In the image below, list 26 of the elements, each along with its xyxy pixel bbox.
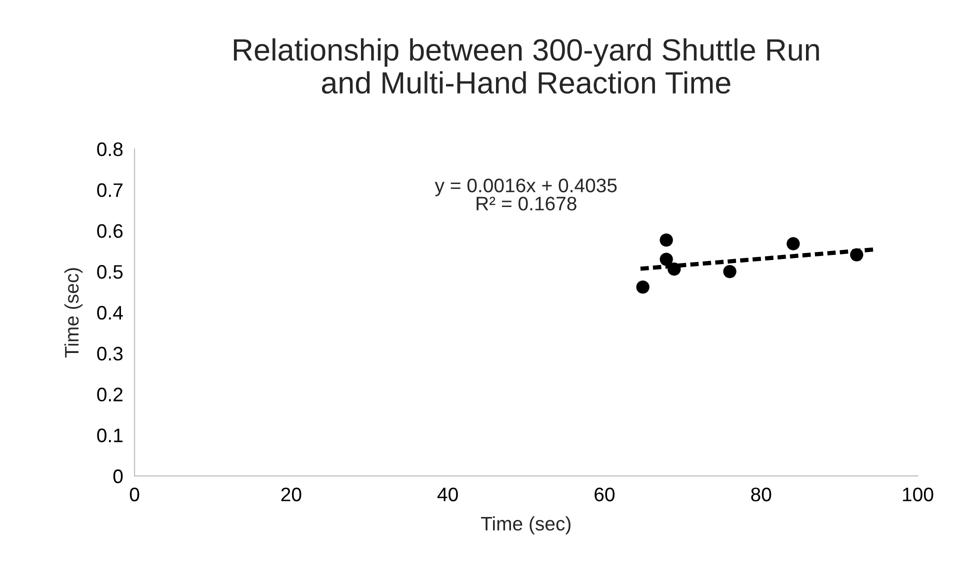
annotation: y = 0.0016x + 0.4035 R² = 0.1678 — [434, 178, 617, 210]
x-tick-label: 40 — [437, 488, 458, 502]
x-tick-label: 20 — [281, 488, 302, 502]
y-tick-label: 0 — [113, 469, 123, 484]
y-tick-label: 0.8 — [97, 142, 123, 156]
point — [723, 264, 736, 278]
y-tick-label: 0.3 — [97, 346, 123, 361]
x-tick-label: 80 — [751, 488, 772, 502]
y-tick-label: 0.4 — [97, 306, 123, 320]
y-tick-label: 0.5 — [97, 265, 123, 279]
y-tick-label: 0.6 — [97, 224, 123, 238]
y-tick-label: 0.2 — [97, 388, 122, 402]
chart-title: Relationship between 300-yard Shuttle Run and Multi-Hand Reaction Time — [234, 38, 819, 94]
y-tick-label: 0.1 — [97, 428, 122, 442]
x-tick-label: 60 — [594, 488, 615, 502]
point — [660, 252, 673, 266]
y-tick-label: 0.7 — [97, 183, 122, 198]
y-axis-title: Time (sec) — [64, 268, 83, 358]
point — [660, 233, 673, 247]
x-tick-label: 0 — [130, 488, 140, 502]
point — [668, 262, 681, 276]
point — [850, 248, 864, 262]
point — [786, 237, 800, 250]
point — [636, 280, 650, 294]
x-axis-title: Time (sec) — [481, 516, 570, 534]
x-tick-label: 100 — [903, 488, 934, 502]
